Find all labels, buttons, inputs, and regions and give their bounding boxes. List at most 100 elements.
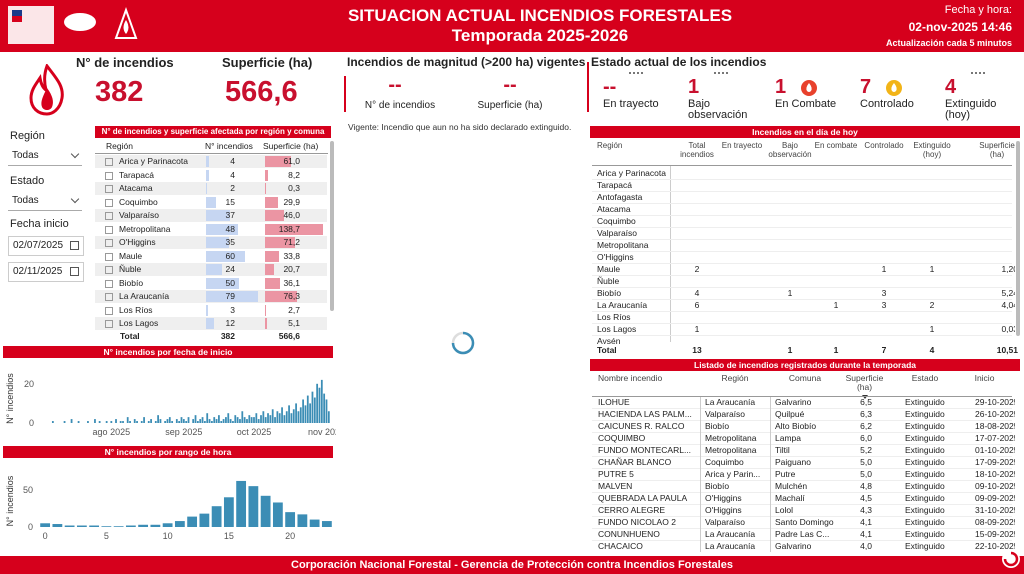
bar	[299, 407, 302, 423]
filter-label: Región	[10, 130, 45, 142]
scrollbar[interactable]	[330, 141, 334, 311]
spinner-arc	[451, 331, 475, 355]
table-cell: La Araucanía	[597, 300, 648, 310]
table-cell: 5,2	[860, 445, 872, 455]
bar	[194, 415, 197, 423]
bar	[63, 421, 66, 423]
table-cell: Extinguido	[905, 469, 945, 479]
table-header: Total incendios	[680, 141, 714, 159]
data-bar	[265, 304, 267, 316]
table-body: ILOHUE La Araucanía Galvarino 6,5 Extinguido…	[590, 397, 1015, 552]
y-tick-label: 50	[23, 485, 33, 495]
bar	[208, 419, 211, 423]
table-header: Superficie (ha)	[979, 141, 1015, 159]
bar	[295, 403, 297, 423]
bar	[292, 409, 295, 423]
table-cell: Galvarino	[775, 397, 812, 407]
table-header: Nombre incendio	[598, 373, 663, 383]
header-bar	[0, 0, 1024, 52]
logo-triangle	[114, 7, 138, 39]
dropdown-arrow	[70, 194, 80, 204]
table-cell: O'Higgins	[597, 252, 634, 262]
table-cell: Santo Domingo	[775, 517, 834, 527]
table-row: Los Lagos 12 5,1	[95, 317, 327, 330]
bar	[140, 421, 143, 423]
table-cell: Maule	[597, 264, 621, 274]
table-cell: Mulchén	[775, 481, 808, 491]
dropdown-value: Todas	[12, 195, 39, 206]
bar	[243, 417, 246, 423]
table-cell: 4,8	[860, 481, 872, 491]
table-row: Maule 2 1 1 1,20	[592, 263, 1015, 276]
data-bar	[206, 318, 214, 329]
dropdown-value: Todas	[12, 150, 39, 161]
table-cell: Ñuble	[597, 276, 620, 286]
expand-box	[105, 212, 113, 220]
bar	[269, 415, 272, 423]
scrollbar[interactable]	[1016, 141, 1020, 336]
dropdown[interactable]: Todas	[8, 192, 82, 211]
bar	[325, 399, 328, 423]
table-cell: 31-10-2025	[975, 505, 1015, 515]
icon-flame	[891, 83, 897, 92]
header-rule	[95, 153, 328, 154]
status-value: 7	[860, 76, 872, 98]
status-value: 1	[688, 76, 700, 98]
table-cell: CHACAICO	[598, 541, 643, 551]
kpi-label: N° de incendios	[364, 100, 436, 111]
table-cell: 6,2	[860, 421, 872, 431]
table-cell: Metropolitana	[597, 240, 649, 250]
bar	[218, 415, 220, 423]
table-row: HACIENDA LAS PALM... Valparaíso Quilpué 6,3…	[592, 408, 1015, 421]
table-cell: MALVEN	[598, 481, 633, 491]
x-tick-label: oct 2025	[237, 427, 272, 437]
status-icon	[801, 80, 817, 96]
table-header: Superficie (ha)	[263, 141, 319, 151]
bar	[159, 419, 162, 423]
area: 20,7	[283, 264, 300, 274]
data-bar	[206, 210, 231, 221]
date-input[interactable]: 02/11/2025	[8, 262, 84, 282]
table-cell: O'Higgins	[705, 505, 742, 515]
bar	[320, 379, 323, 423]
bar	[278, 413, 281, 423]
table-cell: Biobío	[597, 288, 622, 298]
table-cell: 6,5	[860, 397, 872, 407]
table-cell: Machalí	[775, 493, 805, 503]
table-cell: La Araucanía	[705, 541, 756, 551]
bar	[199, 513, 210, 527]
refresh-icon[interactable]	[1000, 548, 1022, 570]
table-cell: FUNDO MONTECARL...	[598, 445, 692, 455]
bar	[248, 415, 251, 423]
filter-label: Fecha inicio	[10, 218, 69, 230]
bar	[157, 415, 159, 423]
table-title-bar: N° de incendios y superficie afectada po…	[95, 126, 331, 138]
bar	[323, 393, 326, 423]
date-input[interactable]: 02/07/2025	[8, 236, 84, 256]
table-row: La Araucanía 6 1 3 2 4,04	[592, 299, 1015, 312]
divider	[587, 62, 589, 112]
date: 02-nov-2025 14:46	[908, 20, 1012, 34]
data-bar	[265, 250, 280, 262]
table-row: Los Lagos 1 1 0,03	[592, 323, 1015, 336]
bar	[199, 419, 202, 423]
table-row: Metropolitana 48 138,7	[95, 222, 327, 236]
kpi-value: --	[388, 74, 402, 96]
table-row: Biobío 4 1 3 5,24	[592, 287, 1015, 300]
table-cell: 18-10-2025	[975, 469, 1015, 479]
count: 50	[225, 277, 235, 288]
count: 79	[225, 291, 235, 301]
table-cell: Biobío	[705, 421, 730, 431]
bar	[260, 495, 271, 527]
total-cell: 13	[692, 345, 702, 355]
bar	[150, 524, 161, 527]
table-cell: Arica y Parin...	[705, 469, 761, 479]
dropdown[interactable]: Todas	[8, 147, 82, 166]
bar	[76, 525, 87, 527]
bar	[211, 421, 213, 423]
bar	[168, 417, 171, 423]
bar	[113, 526, 124, 527]
footer-bar	[0, 556, 1024, 574]
table-cell: Biobío	[705, 481, 730, 491]
total-cell: 1	[833, 345, 839, 355]
